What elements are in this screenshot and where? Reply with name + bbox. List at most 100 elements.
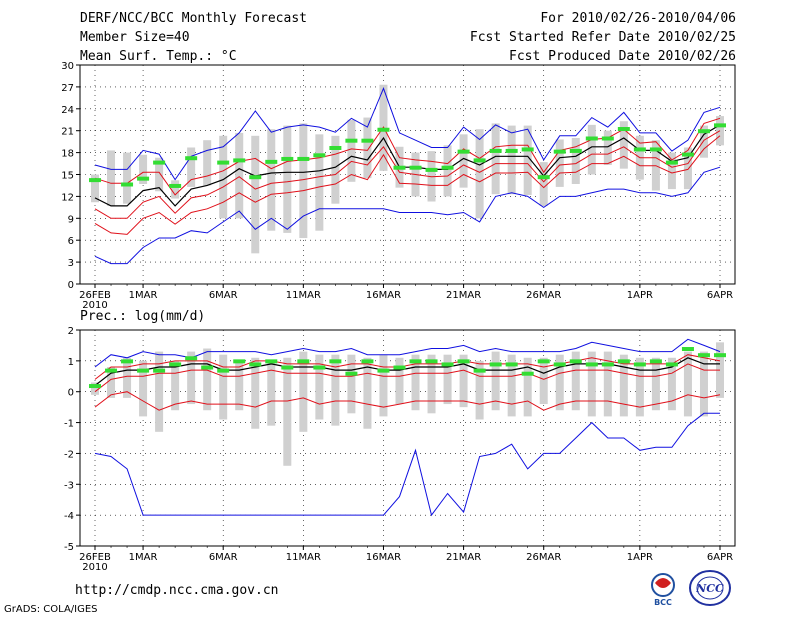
- x-year-label: 2010: [82, 300, 107, 311]
- spread-bar: [587, 351, 596, 417]
- grads-credit: GrADS: COLA/IGES: [4, 604, 98, 615]
- mean-marker: [329, 359, 342, 364]
- mean-marker: [457, 359, 470, 364]
- spread-bar: [507, 125, 516, 195]
- spread-bar: [299, 123, 308, 239]
- spread-bar: [523, 125, 532, 195]
- spread-bar: [107, 367, 116, 398]
- y-tick-label: 24: [61, 105, 74, 116]
- source-url[interactable]: http://cmdp.ncc.cma.gov.cn: [75, 583, 279, 598]
- mean-marker: [137, 368, 150, 373]
- plot-frame: [79, 329, 736, 547]
- mean-marker: [377, 127, 390, 132]
- x-tick-label: 11MAR: [286, 290, 321, 301]
- mean-marker: [585, 136, 598, 141]
- y-tick-label: 21: [61, 127, 74, 138]
- forecast-period: For 2010/02/26-2010/04/06: [540, 11, 736, 26]
- y-tick-label: 0: [68, 388, 74, 399]
- mean-marker: [473, 158, 486, 163]
- mean-marker: [649, 359, 662, 364]
- x-tick-label: 26FEB: [79, 290, 111, 301]
- series-min-line: [94, 166, 721, 265]
- mean-marker: [89, 178, 101, 183]
- spread-bar: [683, 351, 692, 417]
- x-tick-label: 16MAR: [366, 290, 401, 301]
- spread-bar: [667, 152, 676, 190]
- mean-marker: [601, 136, 614, 141]
- spread-bar: [699, 351, 708, 417]
- variable-label: Mean Surf. Temp.: °C: [80, 49, 237, 64]
- x-tick-label: 26FEB: [79, 552, 111, 563]
- mean-marker: [345, 138, 358, 143]
- mean-marker: [425, 359, 438, 364]
- x-tick-label: 6MAR: [209, 552, 238, 563]
- spread-bar: [555, 139, 564, 187]
- series-median-line: [94, 124, 721, 207]
- y-tick-label: 15: [61, 171, 74, 182]
- spread-bar: [187, 147, 196, 187]
- chart-panel-0: 0 3 6 9 12 15 18 21 24 27 30 26FEB 1MAR 6MAR 11MAR 16MA…: [61, 61, 736, 311]
- mean-marker: [329, 145, 342, 150]
- series-lower-quartile-line: [94, 130, 721, 219]
- y-tick-label: -2: [64, 449, 74, 460]
- mean-marker: [249, 175, 262, 180]
- spread-bar: [251, 357, 260, 429]
- spread-bar: [699, 125, 708, 158]
- spread-bar: [619, 354, 628, 417]
- spread-bar: [107, 150, 116, 206]
- mean-marker: [617, 359, 630, 364]
- mean-marker: [105, 368, 118, 373]
- mean-marker: [697, 129, 710, 134]
- spread-bar: [347, 119, 356, 182]
- spread-bar: [315, 134, 324, 231]
- spread-bar: [411, 354, 420, 411]
- y-tick-label: 9: [68, 214, 74, 225]
- spread-bar: [571, 138, 580, 184]
- member-size: Member Size=40: [80, 30, 190, 45]
- mean-marker: [121, 359, 134, 364]
- mean-marker: [297, 359, 310, 364]
- spread-bar: [251, 135, 260, 254]
- y-tick-label: -3: [64, 480, 74, 491]
- x-tick-label: 6APR: [707, 552, 733, 563]
- y-tick-label: 12: [61, 192, 74, 203]
- mean-marker: [265, 159, 278, 164]
- mean-marker: [153, 368, 166, 373]
- mean-marker: [409, 165, 422, 170]
- spread-bar: [171, 360, 180, 411]
- mean-marker: [665, 160, 678, 165]
- mean-marker: [601, 362, 614, 367]
- spread-bar: [603, 351, 612, 417]
- x-year-label: 2010: [82, 562, 107, 573]
- bcc-logo-text: BCC: [654, 598, 672, 607]
- spread-bar: [155, 157, 164, 192]
- bcc-logo: BCC: [651, 573, 675, 607]
- y-tick-label: -1: [64, 419, 74, 430]
- mean-marker: [473, 368, 486, 373]
- mean-marker: [281, 156, 294, 161]
- spread-bar: [91, 174, 99, 203]
- mean-marker: [633, 147, 646, 152]
- mean-marker: [361, 359, 374, 364]
- spread-bar: [283, 357, 292, 466]
- spread-bar: [299, 351, 308, 432]
- spread-bar: [315, 354, 324, 420]
- mean-marker: [233, 359, 246, 364]
- panel-subtitle: Prec.: log(mm/d): [80, 309, 205, 324]
- mean-marker: [249, 362, 262, 367]
- spread-bar: [235, 132, 244, 219]
- forecast-started: Fcst Started Refer Date 2010/02/25: [469, 30, 736, 45]
- mean-marker: [169, 362, 182, 367]
- spread-bar: [331, 354, 340, 426]
- spread-bar: [683, 147, 692, 190]
- x-tick-label: 26MAR: [526, 552, 561, 563]
- x-tick-label: 21MAR: [446, 290, 481, 301]
- spread-bar: [603, 130, 612, 166]
- mean-marker: [89, 384, 101, 389]
- mean-marker: [265, 359, 278, 364]
- mean-marker: [553, 149, 566, 154]
- spread-bar: [491, 351, 500, 411]
- mean-marker: [137, 176, 150, 181]
- mean-marker: [217, 160, 230, 165]
